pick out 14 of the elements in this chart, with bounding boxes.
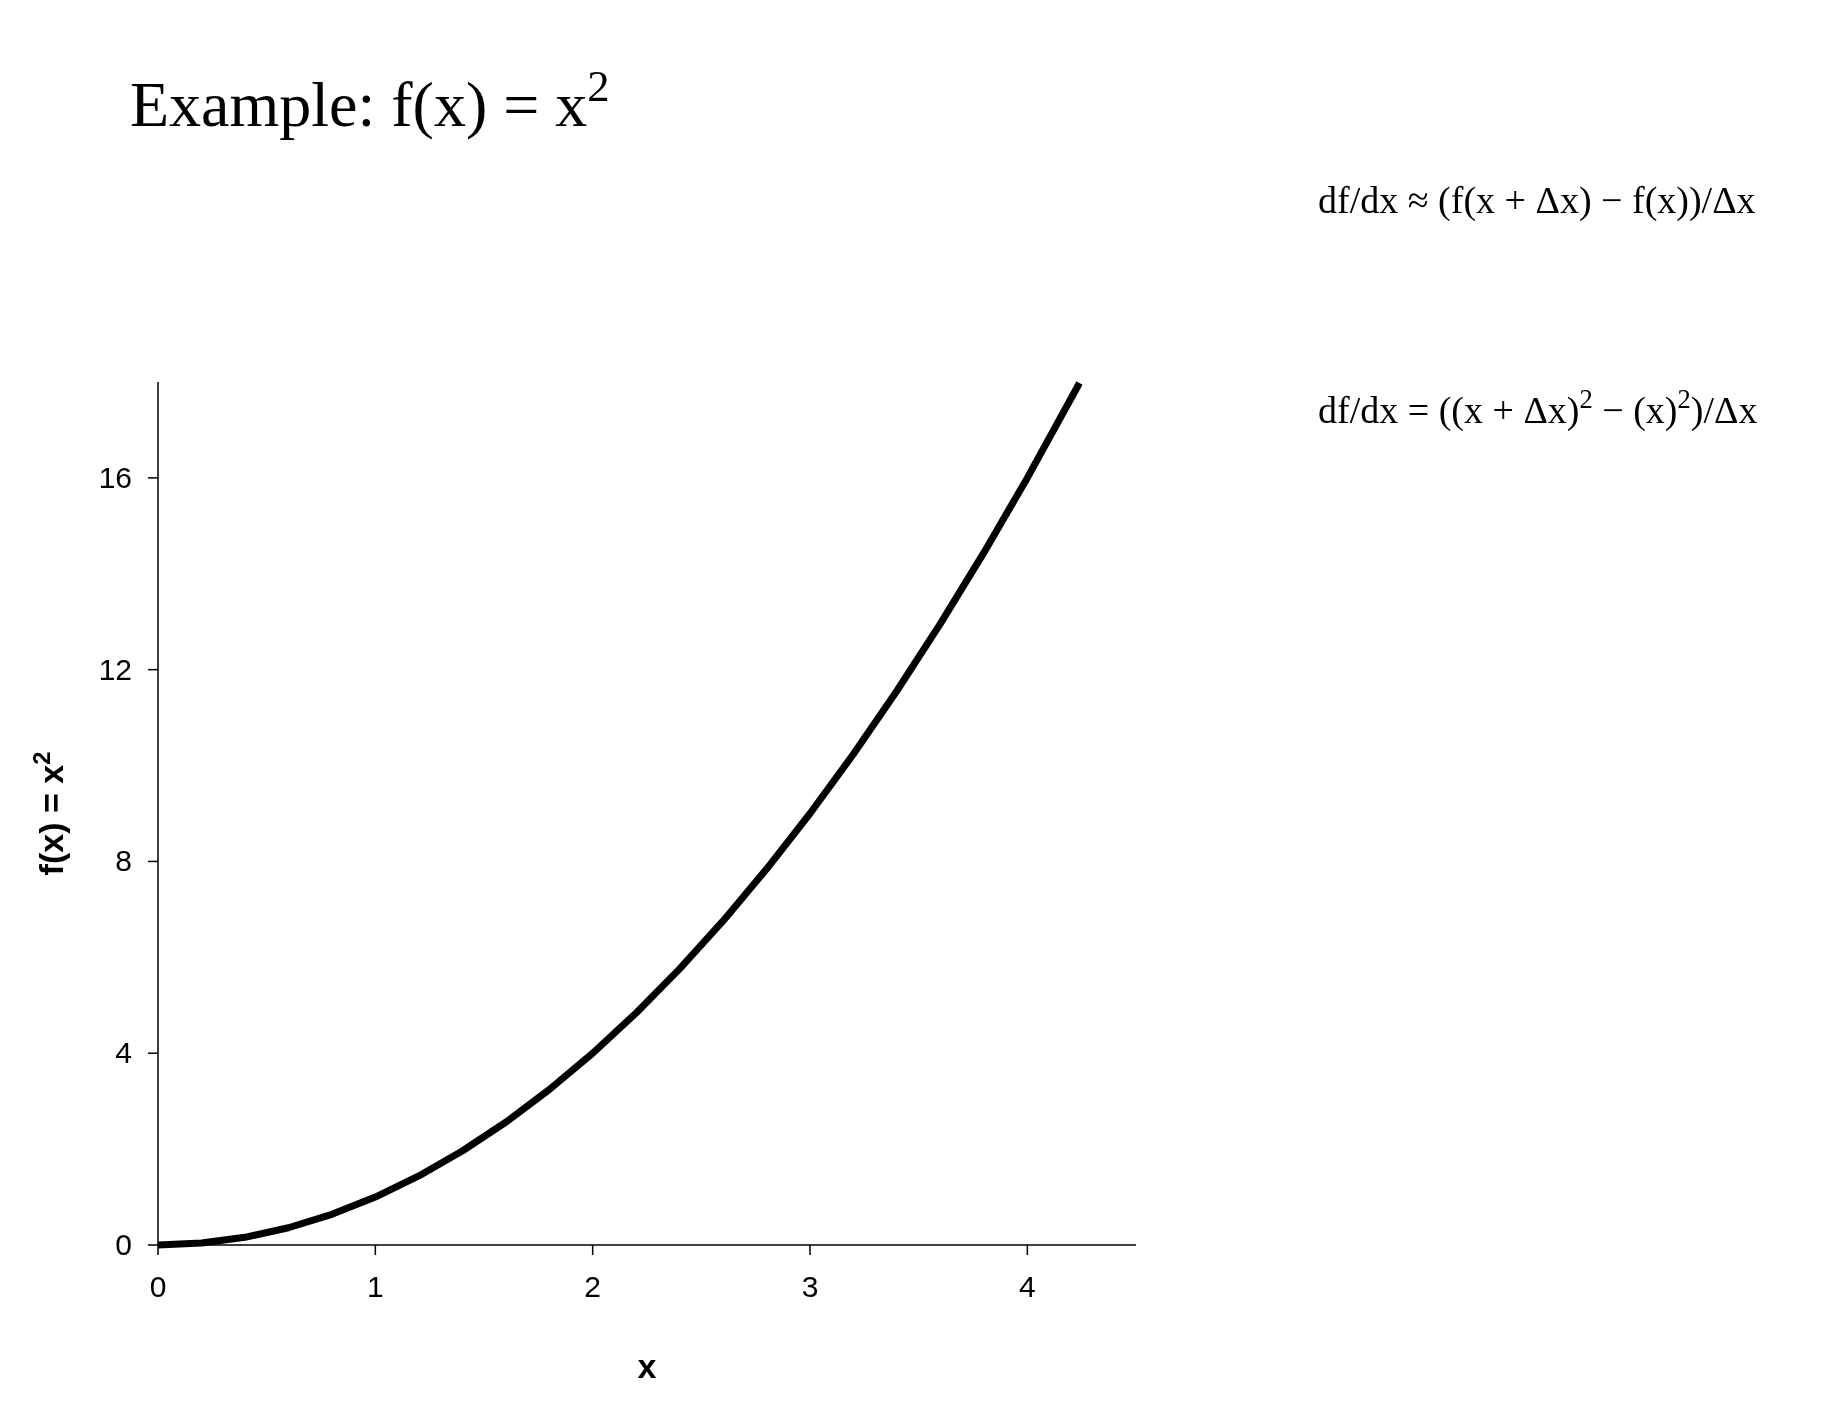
y-tick-label: 12 [98, 652, 132, 686]
chart-title: Example: f(x) = x$^{2}$ [130, 61, 610, 140]
y-tick-label: 0 [115, 1228, 132, 1261]
text: df/dx = ((x + Δx)$^{2}$ − (x)$^{2}$)/Δx [1318, 384, 1758, 432]
y-tick-label: 4 [115, 1036, 132, 1070]
x-tick-label: 0 [149, 1270, 167, 1303]
y-tick-label: 16 [98, 460, 132, 494]
x-axis-title: x [637, 1347, 657, 1385]
text: df/dx ≈ (f(x + Δx) − f(x))/Δx [1318, 179, 1756, 222]
x-tick-label: 3 [801, 1270, 819, 1303]
y-tick-label: 8 [115, 844, 132, 878]
x-tick-label: 4 [1018, 1270, 1036, 1303]
x-tick-label: 1 [366, 1270, 384, 1303]
x-tick-label: 2 [584, 1270, 602, 1303]
